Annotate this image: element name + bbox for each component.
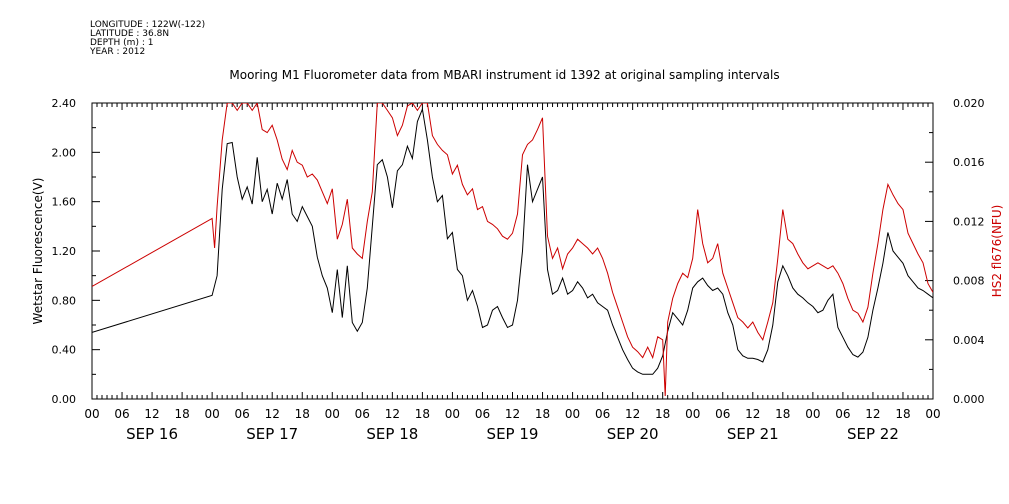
y2-axis-label: HS2 fl676(NFU) [990,205,1004,298]
x-hour-label: 12 [385,407,400,421]
x-hour-label: 06 [595,407,610,421]
x-hour-label: 00 [805,407,820,421]
location-metadata: LONGITUDE : 122W(-122) LATITUDE : 36.8N … [90,21,205,57]
x-hour-label: 06 [114,407,129,421]
x-hour-label: 00 [565,407,580,421]
y-tick-label: 0.80 [52,294,77,307]
tick-labels: 00 06 12 18 00 06 12 18 00 06 12 18 00 06 12 18 00 06 12 18… [52,97,985,443]
y-tick-label: 0.00 [52,393,77,406]
x-day-label: SEP 16 [126,425,178,443]
y2-tick-label: 0.004 [953,334,985,347]
series-line-hs2 [92,103,933,397]
series-lines [92,103,933,397]
x-hour-label: 00 [445,407,460,421]
depth-label: DEPTH (m) : 1 [90,38,154,48]
y2-tick-label: 0.020 [953,97,985,110]
latitude-label: LATITUDE : 36.8N [90,29,170,39]
x-day-label: SEP 20 [607,425,659,443]
longitude-label: LONGITUDE : 122W(-122) [90,20,206,30]
y-axis-label: Wetstar Fluorescence(V) [31,178,45,325]
y-tick-label: 0.40 [52,344,77,357]
y2-tick-label: 0.008 [953,275,985,288]
x-hour-label: 06 [715,407,730,421]
x-hour-label: 18 [535,407,550,421]
y-tick-label: 2.40 [52,97,77,110]
x-hour-label: 12 [865,407,880,421]
y-tick-label: 1.20 [52,245,77,258]
y-tick-label: 2.00 [52,146,77,159]
x-hour-label: 00 [205,407,220,421]
x-hour-label: 18 [415,407,430,421]
chart-title: Mooring M1 Fluorometer data from MBARI i… [229,68,780,82]
x-hour-label: 00 [84,407,99,421]
x-hour-label: 18 [655,407,670,421]
x-day-label: SEP 21 [727,425,779,443]
x-hour-label: 12 [745,407,760,421]
x-hour-label: 12 [265,407,280,421]
y-tick-label: 1.60 [52,196,77,209]
x-hour-label: 12 [144,407,159,421]
y2-tick-label: 0.012 [953,215,985,228]
x-hour-label: 06 [235,407,250,421]
y2-tick-label: 0.016 [953,156,985,169]
x-hour-label: 06 [355,407,370,421]
x-hour-label: 06 [475,407,490,421]
x-hour-label: 00 [685,407,700,421]
x-hour-label: 18 [174,407,189,421]
x-day-label: SEP 22 [847,425,899,443]
x-hour-label: 06 [835,407,850,421]
x-day-label: SEP 18 [366,425,418,443]
x-hour-label: 12 [505,407,520,421]
axis-ticks [91,102,934,400]
y2-tick-label: 0.000 [953,393,985,406]
x-hour-label: 00 [325,407,340,421]
x-hour-label: 12 [625,407,640,421]
x-day-label: SEP 17 [246,425,298,443]
x-hour-label: 18 [295,407,310,421]
x-hour-label: 18 [775,407,790,421]
x-hour-label: 00 [925,407,940,421]
x-hour-label: 18 [895,407,910,421]
x-day-label: SEP 19 [487,425,539,443]
series-line-wetstar [92,107,933,375]
year-label: YEAR : 2012 [90,47,146,57]
